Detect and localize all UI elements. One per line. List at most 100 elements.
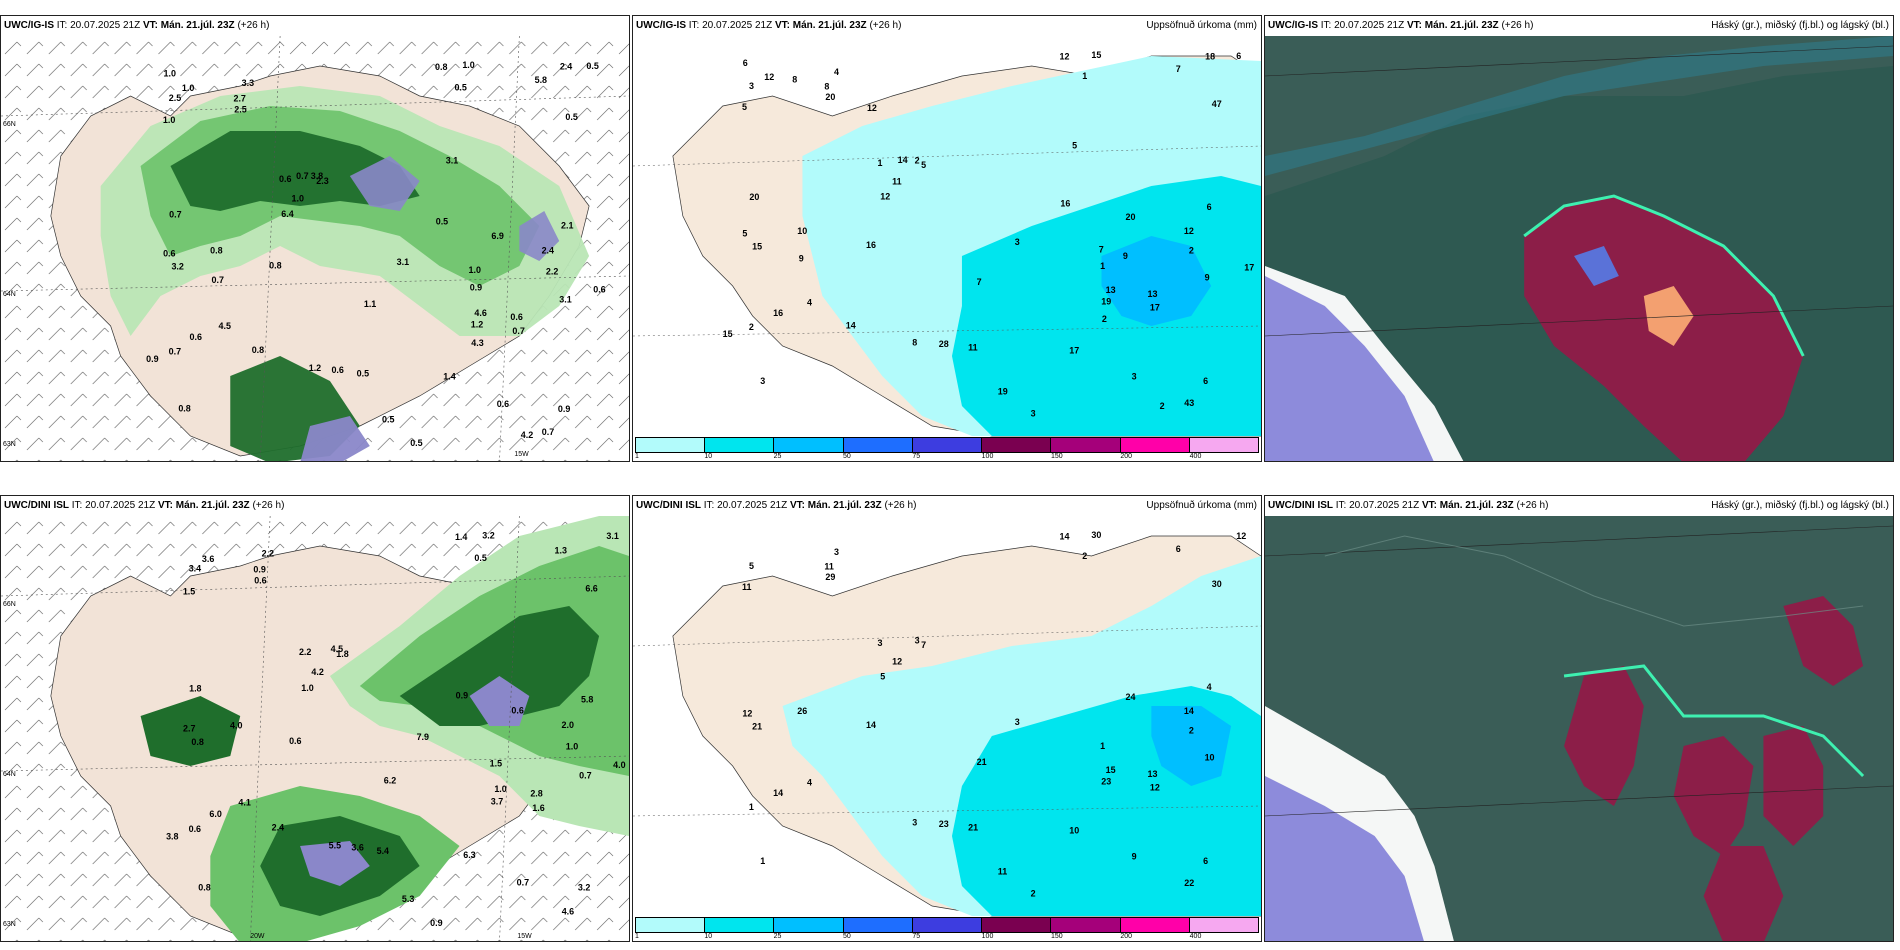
colorbar-tick-label: 1 (635, 453, 639, 460)
colorbar-swatch (843, 918, 913, 932)
map-view[interactable]: 66N 64N 63N 15W 0.9 2.2 0.8 3.3 2.3 0.6 0.7 0.5… (1, 36, 629, 462)
value-label: 3.8 (311, 171, 323, 181)
cloud-map-svg[interactable] (1265, 516, 1893, 942)
colorbar: 1 10 25 50 75 100 150 200 400 (635, 917, 1259, 940)
value-label: 23 (1101, 776, 1111, 786)
value-label: 3 (915, 635, 920, 645)
value-label: 9 (1132, 851, 1137, 861)
value-label: 0.5 (382, 415, 394, 425)
value-labels: 1.51.00.82.21.80.70.60.52.20.91.52.73.43… (166, 530, 626, 928)
value-label: 1.0 (182, 83, 194, 93)
value-label: 1.0 (291, 194, 303, 204)
value-label: 1.0 (566, 742, 578, 752)
colorbar-tick-label: 75 (912, 453, 921, 460)
value-label: 3.6 (351, 843, 363, 853)
colorbar-swatch (705, 438, 775, 452)
wind-map-svg[interactable]: 66N 64N 63N 15W 0.9 2.2 0.8 3.3 2.3 0.6 0.7 0.5… (1, 36, 629, 462)
colorbar-swatch (912, 438, 983, 452)
value-label: 4.6 (474, 308, 486, 318)
value-label: 23 (939, 819, 949, 829)
value-label: 17 (1244, 263, 1254, 273)
value-label: 3.1 (606, 531, 618, 541)
map-view[interactable]: 1 2 3 4 5 3 2 1 1 3 5 5 3 6 8 6 7 3 2 4 6 7 12 9 12 8 13 15 20 20 19 17… (633, 36, 1261, 462)
value-label: 0.6 (289, 736, 301, 746)
value-label: 0.6 (510, 312, 522, 322)
value-label: 2.4 (560, 62, 572, 72)
value-label: 1.5 (490, 758, 502, 768)
value-label: 2.1 (561, 220, 573, 230)
lat-label: 63N (3, 441, 16, 448)
map-view[interactable]: 1 2 1 3 7 9 1 2 3 2 11 12 5 6 3 4 21 3 3 4 12 6 5 10 14 11 15 21 29 2… (633, 516, 1261, 942)
value-label: 30 (1212, 579, 1222, 589)
field-title: Háský (gr.), miðský (fj.bl.) og lágský (… (1711, 20, 1889, 31)
value-label: 6 (1203, 856, 1208, 866)
cloud-map-svg[interactable] (1265, 36, 1893, 462)
value-label: 1 (760, 856, 765, 866)
value-label: 21 (977, 757, 987, 767)
value-label: 10 (1205, 752, 1215, 762)
value-label: 2 (1082, 551, 1087, 561)
value-label: 5 (749, 561, 754, 571)
panel-precip-bottom: UWC/DINI ISL IT: 20.07.2025 21Z VT: Mán.… (632, 495, 1262, 942)
value-label: 9 (1123, 251, 1128, 261)
panel-cloud-bottom: UWC/DINI ISL IT: 20.07.2025 21Z VT: Mán.… (1264, 495, 1894, 942)
value-label: 0.5 (454, 82, 466, 92)
value-label: 6.9 (491, 231, 503, 241)
value-label: 5 (742, 102, 747, 112)
colorbar: 1 10 25 50 75 100 150 200 400 (635, 437, 1259, 461)
value-label: 21 (968, 822, 978, 832)
value-label: 2 (1031, 889, 1036, 899)
value-label: 1.0 (163, 115, 175, 125)
value-label: 0.8 (252, 345, 264, 355)
model-name: UWC/DINI ISL (636, 500, 701, 511)
value-label: 14 (1060, 532, 1070, 542)
value-label: 0.7 (579, 771, 591, 781)
precip-map-svg[interactable]: 1234532113553686732467129128131520201917… (633, 36, 1261, 462)
value-label: 0.9 (558, 404, 570, 414)
value-label: 2.2 (546, 266, 558, 276)
value-label: 2 (1189, 726, 1194, 736)
value-label: 0.8 (269, 261, 281, 271)
colorbar-swatch (774, 918, 844, 932)
value-label: 12 (1236, 531, 1246, 541)
value-label: 1 (878, 158, 883, 168)
value-label: 20 (749, 192, 759, 202)
value-label: 20 (825, 92, 835, 102)
init-time: IT: 20.07.2025 21Z (71, 500, 156, 511)
value-label: 6 (743, 58, 748, 68)
colorbar-tick-label: 200 (1120, 933, 1133, 940)
wind-map-svg[interactable]: 66N 64N 63N 20W 15W 1.5 1.0 0.8 2.2 1.8 0.7 0.… (1, 516, 629, 942)
value-label: 6.4 (281, 209, 293, 219)
value-label: 3.2 (578, 883, 590, 893)
value-label: 3.8 (166, 832, 178, 842)
value-label: 4.2 (311, 667, 323, 677)
value-label: 17 (1150, 302, 1160, 312)
value-label: 0.6 (593, 284, 605, 294)
field-title: Háský (gr.), miðský (fj.bl.) og lágský (… (1711, 500, 1889, 511)
value-label: 0.7 (512, 326, 524, 336)
colorbar-ticks: 1 10 25 50 75 100 150 200 400 (635, 453, 1259, 461)
colorbar-swatch (774, 438, 844, 452)
map-view[interactable]: 66N 64N 63N 20W 15W 1.5 1.0 0.8 2.2 1.8 0.7 0.… (1, 516, 629, 942)
value-label: 3 (760, 376, 765, 386)
value-label: 2.0 (562, 720, 574, 730)
map-view[interactable] (1265, 36, 1893, 462)
value-label: 10 (1069, 826, 1079, 836)
colorbar-tick-label: 400 (1189, 933, 1202, 940)
colorbar-tick-label: 100 (981, 933, 994, 940)
valid-time: VT: Mán. 21.júl. 23Z (1421, 500, 1514, 511)
value-label: 15 (752, 241, 762, 251)
value-label: 7 (1099, 244, 1104, 254)
value-label: 3.7 (491, 796, 503, 806)
map-view[interactable] (1265, 516, 1893, 942)
value-label: 3 (1015, 717, 1020, 727)
value-label: 6 (1236, 51, 1241, 61)
value-label: 0.8 (198, 882, 210, 892)
model-name: UWC/IG-IS (636, 20, 686, 31)
lon-label: 15W (514, 451, 529, 458)
colorbar-swatch (636, 918, 706, 932)
value-label: 7.9 (417, 732, 429, 742)
value-label: 1 (1082, 71, 1087, 81)
precip-map-svg[interactable]: 1213791232111256342133412651014111521292… (633, 516, 1261, 942)
value-label: 0.7 (169, 347, 181, 357)
